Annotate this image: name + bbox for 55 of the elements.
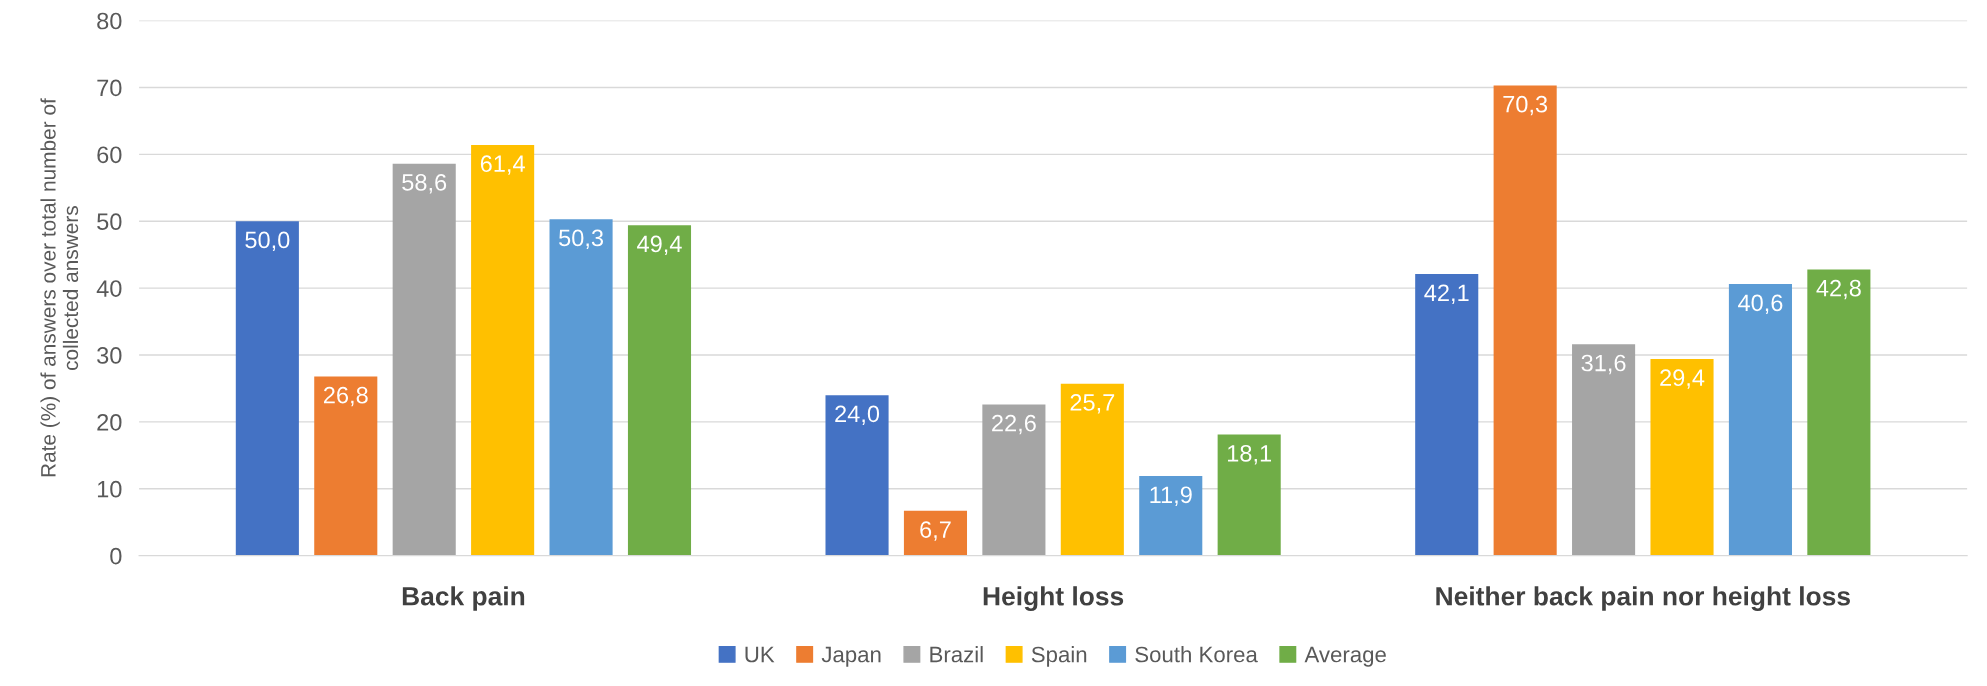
bar (1572, 344, 1636, 556)
y-tick-label: 40 (96, 280, 122, 297)
y-tick-label: 70 (97, 79, 122, 97)
data-label: 42,8 (1816, 279, 1861, 300)
data-label: 40,6 (1738, 294, 1783, 314)
bar (1650, 359, 1714, 556)
x-tick-label: Back pain (402, 586, 525, 611)
data-label: 50,3 (559, 229, 603, 250)
y-tick-label: 20 (97, 413, 122, 431)
data-label: 58,6 (402, 174, 447, 194)
data-label: 24,0 (835, 405, 880, 425)
bar (627, 225, 692, 556)
y-tick-label: 50 (97, 213, 122, 231)
y-tick-label: 0 (110, 547, 122, 565)
bar (903, 510, 968, 556)
y-tick-label: 30 (97, 347, 122, 364)
y-tick-label: 10 (97, 480, 122, 498)
data-label: 70,3 (1503, 95, 1548, 116)
bar (1217, 434, 1281, 556)
bar (471, 144, 535, 556)
bar (825, 395, 889, 556)
y-tick-label: 80 (97, 12, 122, 30)
data-label: 18,1 (1228, 444, 1272, 465)
data-label: 11,9 (1150, 486, 1192, 506)
data-label: 29,4 (1660, 369, 1705, 389)
bar (1807, 269, 1871, 556)
x-tick-label: Neither back pain nor height loss (1436, 586, 1850, 611)
bar (1415, 274, 1479, 556)
bar (392, 163, 456, 556)
data-label: 49,4 (637, 235, 682, 256)
legend-label: South Korea (1135, 646, 1258, 663)
legend-label: Spain (1031, 646, 1087, 667)
legend-label: Japan (821, 646, 881, 667)
bar (1060, 383, 1124, 556)
legend-label: UK (745, 646, 775, 663)
data-label: 31,6 (1581, 354, 1626, 375)
data-label: 42,1 (1424, 284, 1469, 304)
x-tick-label: Height loss (983, 586, 1124, 611)
data-label: 25,7 (1070, 394, 1115, 414)
data-label: 50,0 (245, 231, 290, 252)
bar (235, 221, 299, 556)
data-label: 61,4 (480, 155, 525, 175)
legend-label: Brazil (930, 646, 983, 663)
bar (1493, 85, 1557, 556)
bar (1139, 476, 1203, 556)
data-label: 6,7 (920, 521, 951, 541)
bar (549, 219, 613, 556)
bar (314, 376, 378, 556)
bar (982, 404, 1046, 556)
y-tick-label: 60 (97, 146, 122, 164)
data-label: 22,6 (992, 414, 1036, 435)
y-axis-title: Rate (%) of answers over total number of collected answers (40, 98, 79, 477)
bar (1728, 284, 1792, 556)
legend-label: Average (1304, 646, 1386, 667)
data-label: 26,8 (323, 386, 368, 407)
